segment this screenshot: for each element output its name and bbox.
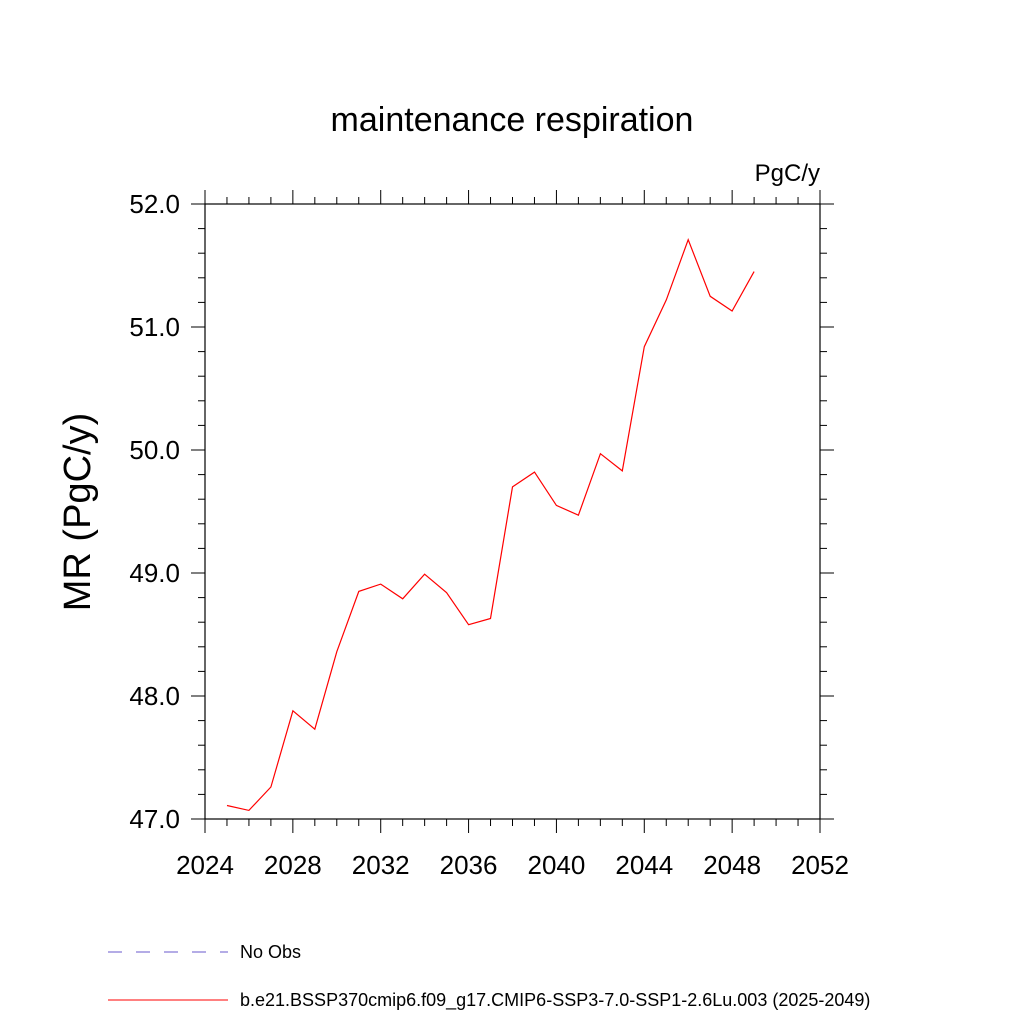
x-tick-label: 2052 <box>791 850 849 880</box>
y-tick-label: 49.0 <box>129 558 180 588</box>
series-group <box>226 237 755 812</box>
y-tick-label: 50.0 <box>129 435 180 465</box>
y-tick-label: 48.0 <box>129 681 180 711</box>
legend-label: b.e21.BSSP370cmip6.f09_g17.CMIP6-SSP3-7.… <box>240 990 870 1011</box>
x-tick-label: 2024 <box>176 850 234 880</box>
x-tick-label: 2028 <box>264 850 322 880</box>
axis-ticks: 2024 2028 2032 2036 2040 2044 2048 2052 47.0 48.0… <box>129 189 849 880</box>
y-tick-label: 47.0 <box>129 804 180 834</box>
x-tick-label: 2032 <box>352 850 410 880</box>
x-tick-label: 2040 <box>528 850 586 880</box>
x-tick-label: 2048 <box>703 850 761 880</box>
legend: No Obs b.e21.BSSP370cmip6.f09_g17.CMIP6-S… <box>108 942 870 1011</box>
x-tick-label: 2044 <box>615 850 673 880</box>
chart-title: maintenance respiration <box>331 101 694 139</box>
y-tick-label: 51.0 <box>129 312 180 342</box>
x-tick-label: 2036 <box>440 850 498 880</box>
plot-frame <box>204 203 821 820</box>
series-line <box>226 237 755 812</box>
legend-label: No Obs <box>240 942 301 962</box>
y-tick-label: 52.0 <box>129 189 180 219</box>
y-axis-label: MR (PgC/y) <box>57 413 99 611</box>
units-label: PgC/y <box>755 160 820 187</box>
